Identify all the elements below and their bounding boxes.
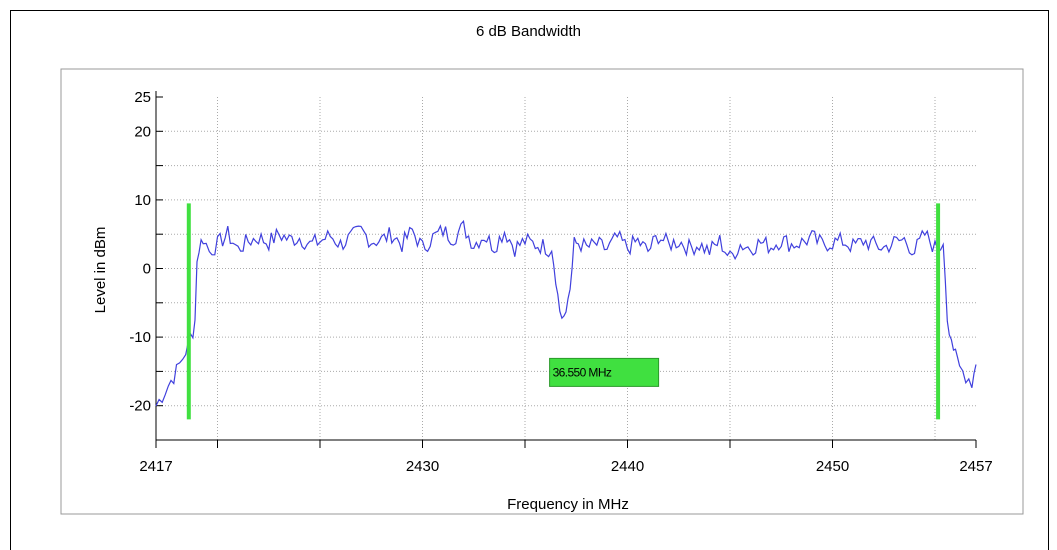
y-tick-label: -20 <box>129 398 151 415</box>
annotation-text: 36.550 MHz <box>553 365 612 379</box>
plot-area-border <box>60 68 1024 515</box>
grid <box>156 97 976 440</box>
series-line <box>155 219 977 407</box>
y-axis-label: Level in dBm <box>92 227 109 314</box>
y-tick-label: 20 <box>134 123 151 140</box>
chart-svg: 25 20 10 0 -10 -20 2417 2430 2440 2450 2457 36.550… <box>60 68 1024 515</box>
x-tick-label: 2417 <box>139 458 172 475</box>
series-group <box>155 219 977 407</box>
x-axis-label: Frequency in MHz <box>507 496 629 513</box>
bandwidth-annotation: 36.550 MHz <box>549 357 660 387</box>
x-tick-label: 2457 <box>959 458 992 475</box>
chart-frame <box>10 10 1049 550</box>
annotation-box <box>549 357 660 387</box>
y-tick-label: 25 <box>134 89 151 106</box>
axes: 25 20 10 0 -10 -20 2417 2430 2440 2450 2457 <box>129 89 992 475</box>
x-tick-label: 2450 <box>816 458 849 475</box>
markers <box>186 203 941 420</box>
y-tick-label: -10 <box>129 329 151 346</box>
x-tick-label: 2440 <box>611 458 644 475</box>
x-tick-label: 2430 <box>406 458 439 475</box>
y-tick-label: 10 <box>134 192 151 209</box>
y-tick-label: 0 <box>143 261 151 278</box>
chart-title: 6 dB Bandwidth <box>475 23 582 40</box>
